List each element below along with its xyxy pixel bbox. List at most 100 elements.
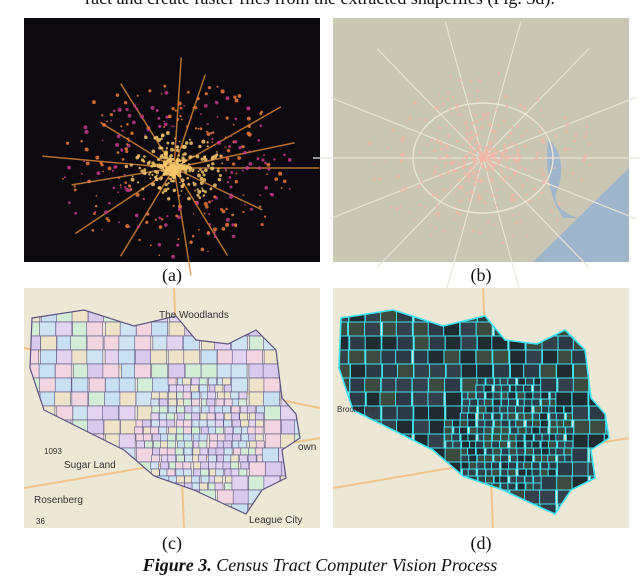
tract xyxy=(166,412,175,421)
tract xyxy=(215,412,225,421)
tract xyxy=(208,433,218,442)
light-dot xyxy=(248,161,253,166)
light-dot xyxy=(175,145,179,149)
light-dot xyxy=(200,247,205,252)
light-dot xyxy=(171,254,176,259)
tract xyxy=(262,363,280,379)
light-dot xyxy=(175,148,180,153)
light-dot xyxy=(124,164,129,169)
tract xyxy=(182,391,192,400)
light-dot xyxy=(177,101,182,106)
tract xyxy=(532,447,542,456)
light-dot xyxy=(141,187,145,191)
light-dot xyxy=(163,188,168,193)
light-dot xyxy=(63,176,66,179)
light-dot xyxy=(162,162,167,167)
light-dot xyxy=(519,219,523,223)
light-dot xyxy=(200,170,205,174)
light-dot xyxy=(165,115,169,119)
light-dot xyxy=(541,172,546,177)
light-dot xyxy=(213,235,217,239)
tract xyxy=(485,377,495,386)
tract xyxy=(485,475,495,484)
tract xyxy=(492,447,502,456)
light-dot xyxy=(487,147,491,151)
light-dot xyxy=(211,199,214,202)
tract xyxy=(483,433,493,442)
light-dot xyxy=(127,140,130,143)
tract xyxy=(468,461,478,470)
light-dot xyxy=(202,178,207,182)
tract xyxy=(395,391,413,407)
tract xyxy=(168,398,177,407)
tract xyxy=(71,349,89,365)
tract xyxy=(571,447,589,463)
light-dot xyxy=(274,177,279,181)
light-dot xyxy=(101,114,104,117)
light-dot xyxy=(167,182,170,185)
light-dot xyxy=(153,136,157,140)
light-dot xyxy=(83,125,88,130)
light-dot xyxy=(126,137,130,140)
light-dot xyxy=(471,170,476,175)
light-dot xyxy=(172,125,175,128)
tract xyxy=(491,461,501,470)
tract xyxy=(208,461,217,470)
tract xyxy=(134,363,151,379)
light-dot xyxy=(172,171,176,175)
light-dot xyxy=(85,161,90,166)
light-dot xyxy=(446,97,450,101)
light-dot xyxy=(481,164,485,169)
light-dot xyxy=(186,176,190,180)
tract xyxy=(158,391,168,400)
light-dot xyxy=(96,171,101,176)
light-dot xyxy=(474,149,478,153)
tract xyxy=(159,468,169,477)
light-dot xyxy=(164,223,168,227)
tract xyxy=(531,419,541,428)
light-dot xyxy=(270,192,275,197)
tract xyxy=(151,391,160,400)
light-dot xyxy=(197,173,201,178)
tract xyxy=(563,419,573,428)
tract xyxy=(396,335,414,351)
light-dot xyxy=(446,134,451,138)
light-dot xyxy=(203,212,206,215)
light-dot xyxy=(445,146,449,150)
tract xyxy=(167,349,185,365)
light-dot xyxy=(437,217,440,220)
tract xyxy=(524,377,534,386)
tract xyxy=(230,468,240,477)
light-dot xyxy=(208,212,211,216)
tract xyxy=(467,391,477,400)
light-dot xyxy=(507,145,511,148)
panel-label: (b) xyxy=(470,265,492,285)
tract xyxy=(246,405,256,414)
tract xyxy=(515,384,525,393)
tract xyxy=(150,412,160,421)
light-dot xyxy=(171,141,175,145)
light-dot xyxy=(448,107,452,111)
tract xyxy=(445,363,463,379)
tract xyxy=(103,419,121,435)
tract xyxy=(459,321,477,337)
light-dot xyxy=(464,154,469,159)
tract xyxy=(500,426,510,435)
tract xyxy=(555,391,573,407)
tract xyxy=(159,398,168,407)
light-dot xyxy=(483,200,487,205)
light-dot xyxy=(432,174,436,177)
light-dot xyxy=(477,147,481,151)
light-dot xyxy=(505,165,508,169)
light-dot xyxy=(563,116,568,120)
light-dot xyxy=(563,202,566,205)
light-dot xyxy=(185,165,190,170)
light-dot xyxy=(191,234,195,238)
light-dot xyxy=(412,100,417,105)
tract xyxy=(475,391,485,400)
light-dot xyxy=(156,138,161,143)
tract xyxy=(214,405,224,414)
light-dot xyxy=(404,121,407,124)
tract xyxy=(232,433,241,442)
light-dot xyxy=(517,158,521,162)
